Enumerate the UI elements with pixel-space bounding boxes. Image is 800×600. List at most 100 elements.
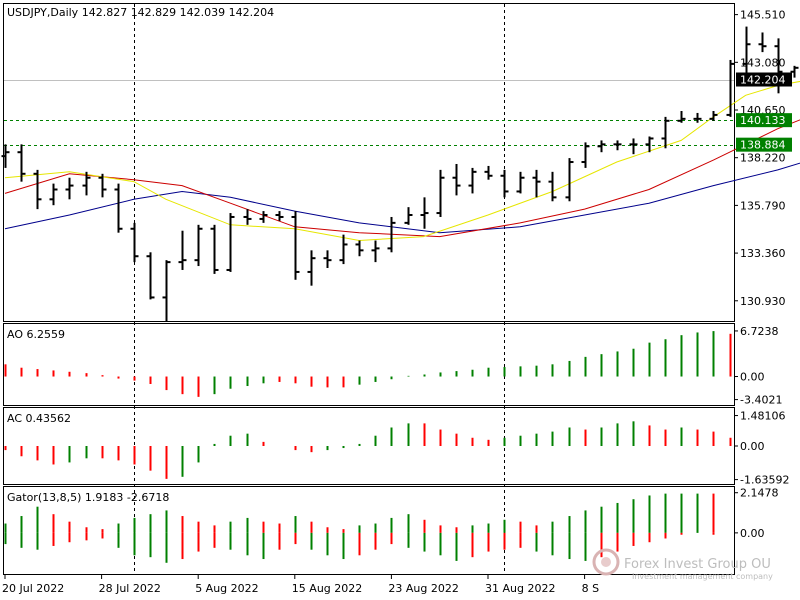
price-tick-label: 133.360 — [740, 247, 786, 260]
ohlc-bar — [210, 224, 219, 274]
gator-tick-label: 0.00 — [740, 527, 765, 540]
date-tick-label: 5 Aug 2022 — [195, 582, 258, 595]
ac-tick-label: 1.48106 — [740, 410, 786, 423]
ao-label: AO 6.2559 — [7, 328, 65, 341]
ohlc-bar — [645, 136, 654, 153]
date-tick-label: 31 Aug 2022 — [485, 582, 555, 595]
ohlc-bar — [548, 171, 557, 202]
ohlc-bar — [259, 211, 268, 223]
ohlc-bar — [452, 163, 461, 196]
ohlc-bar — [693, 112, 702, 123]
date-tick-label: 15 Aug 2022 — [292, 582, 362, 595]
ohlc-bar — [758, 32, 767, 53]
ohlc-bar — [709, 110, 718, 121]
ohlc-bar — [387, 216, 396, 253]
ohlc-bar — [355, 240, 364, 257]
ohlc-bar — [65, 177, 74, 200]
ohlc-bar — [243, 209, 252, 225]
price-tag-label: 140.133 — [740, 114, 786, 127]
gator-label: Gator(13,8,5) 1.9183 -2.6718 — [7, 491, 169, 504]
ao-tick-label: 6.7238 — [740, 325, 779, 338]
ac-histogram: 1.48106 0.00 -1.63592 — [4, 410, 789, 487]
ohlc-bar — [404, 207, 413, 225]
ohlc-bar — [1, 144, 10, 168]
ohlc-bar — [114, 183, 123, 233]
price-tags: 142.204 140.133 138.884 — [736, 72, 792, 152]
ohlc-bar — [597, 140, 606, 153]
date-tick-label: 8 S — [582, 582, 599, 595]
price-tick-label: 135.790 — [740, 199, 786, 212]
ac-label: AC 0.43562 — [7, 412, 71, 425]
ac-tick-label: 0.00 — [740, 440, 765, 453]
ao-histogram: 6.7238 0.00 -3.4021 — [4, 325, 782, 407]
price-panel-frame — [3, 3, 735, 322]
watermark-logo-dot-icon — [601, 557, 611, 567]
ohlc-bar — [484, 165, 493, 180]
price-tick-label: 145.510 — [740, 9, 786, 22]
watermark-name: Forex Invest Group OU — [624, 557, 771, 572]
price-tag-bg — [736, 72, 792, 87]
ohlc-bar — [726, 59, 735, 117]
ao-tick-label: -3.4021 — [740, 394, 782, 407]
price-bars — [1, 26, 799, 321]
watermark-tagline: Investment management company — [632, 572, 773, 581]
ohlc-bar — [98, 173, 107, 198]
price-tag-bg — [736, 113, 792, 128]
ohlc-bar — [629, 138, 638, 155]
session-separators — [134, 4, 505, 575]
ohlc-bar — [742, 26, 751, 78]
ohlc-bar — [436, 169, 445, 217]
ohlc-bar — [790, 65, 799, 78]
ma-line-yellow — [4, 80, 800, 242]
ohlc-bar — [371, 240, 380, 263]
price-tag-label: 142.204 — [740, 74, 786, 87]
price-tick-label: 130.930 — [740, 295, 786, 308]
watermark: Forex Invest Group OU Investment managem… — [592, 548, 773, 581]
ohlc-bar — [82, 171, 91, 196]
ohlc-bar — [226, 213, 235, 272]
ohlc-bar — [323, 250, 332, 269]
axis-labels: 145.510143.080140.650138.220135.790133.3… — [2, 9, 786, 595]
symbol-label: USDJPY,Daily 142.827 142.829 142.039 142… — [7, 6, 274, 19]
date-tick-label: 23 Aug 2022 — [388, 582, 458, 595]
ma-line-blue — [4, 162, 800, 234]
ohlc-bar — [49, 183, 58, 206]
gator-panel-frame — [3, 486, 735, 575]
ohlc-bar — [33, 169, 42, 210]
ohlc-bar — [339, 234, 348, 265]
price-tag-label: 138.884 — [740, 139, 786, 152]
ohlc-bar — [146, 252, 155, 300]
watermark-logo-icon — [592, 548, 620, 576]
ao-tick-label: 0.00 — [740, 371, 765, 384]
ac-panel-frame — [3, 407, 735, 485]
ohlc-bar — [291, 211, 300, 280]
price-tick-label: 138.220 — [740, 152, 786, 165]
ohlc-bar — [130, 222, 139, 263]
ohlc-bar — [565, 158, 574, 202]
ohlc-bar — [532, 169, 541, 198]
ohlc-bar — [661, 116, 670, 149]
price-tag-bg — [736, 137, 792, 152]
gator-histogram: 2.1478 0.00 — [4, 487, 779, 563]
ac-tick-label: -1.63592 — [740, 474, 789, 487]
ohlc-bar — [500, 169, 509, 198]
ao-panel-frame — [3, 323, 735, 406]
ohlc-bar — [194, 224, 203, 267]
ma-line-red — [4, 119, 800, 238]
date-tick-label: 28 Jul 2022 — [99, 582, 161, 595]
ohlc-bar — [613, 140, 622, 151]
ohlc-bar — [17, 144, 26, 182]
ohlc-bar — [178, 230, 187, 270]
ohlc-bar — [162, 260, 171, 321]
ohlc-bar — [307, 250, 316, 286]
ohlc-bar — [581, 142, 590, 168]
date-tick-label: 20 Jul 2022 — [2, 582, 64, 595]
ohlc-bar — [516, 171, 525, 194]
moving-averages — [4, 80, 800, 242]
price-tick-label: 143.080 — [740, 56, 786, 69]
price-level-lines — [4, 80, 734, 146]
ohlc-bar — [275, 211, 284, 221]
ohlc-bar — [420, 197, 429, 229]
ohlc-bar — [468, 167, 477, 194]
